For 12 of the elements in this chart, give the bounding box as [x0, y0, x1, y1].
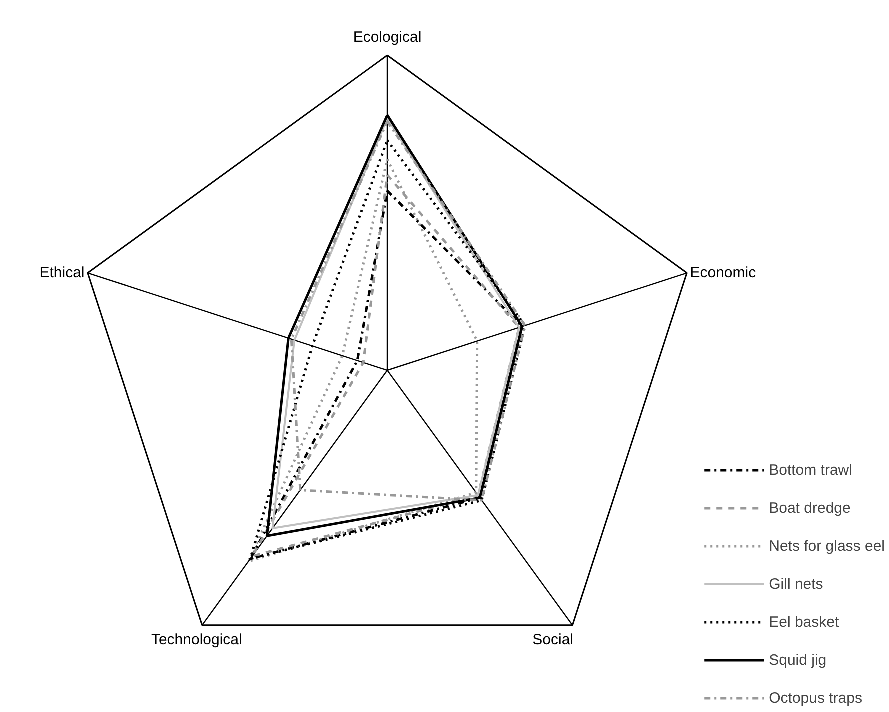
- legend-label: Gill nets: [769, 576, 824, 592]
- spoke-label: Technological: [151, 632, 242, 649]
- legend-label: Boat dredge: [769, 500, 851, 516]
- legend-label: Nets for glass eel: [769, 538, 885, 554]
- legend-label: Bottom trawl: [769, 462, 852, 478]
- legend-label: Eel basket: [769, 614, 840, 630]
- spoke-label: Economic: [690, 264, 757, 282]
- legend-label: Squid jig: [769, 652, 827, 668]
- spoke-label: Social: [532, 632, 574, 649]
- spoke-label: Ethical: [40, 264, 85, 282]
- spoke-label: Ecological: [353, 29, 422, 46]
- legend-label: Octopus traps: [769, 690, 862, 706]
